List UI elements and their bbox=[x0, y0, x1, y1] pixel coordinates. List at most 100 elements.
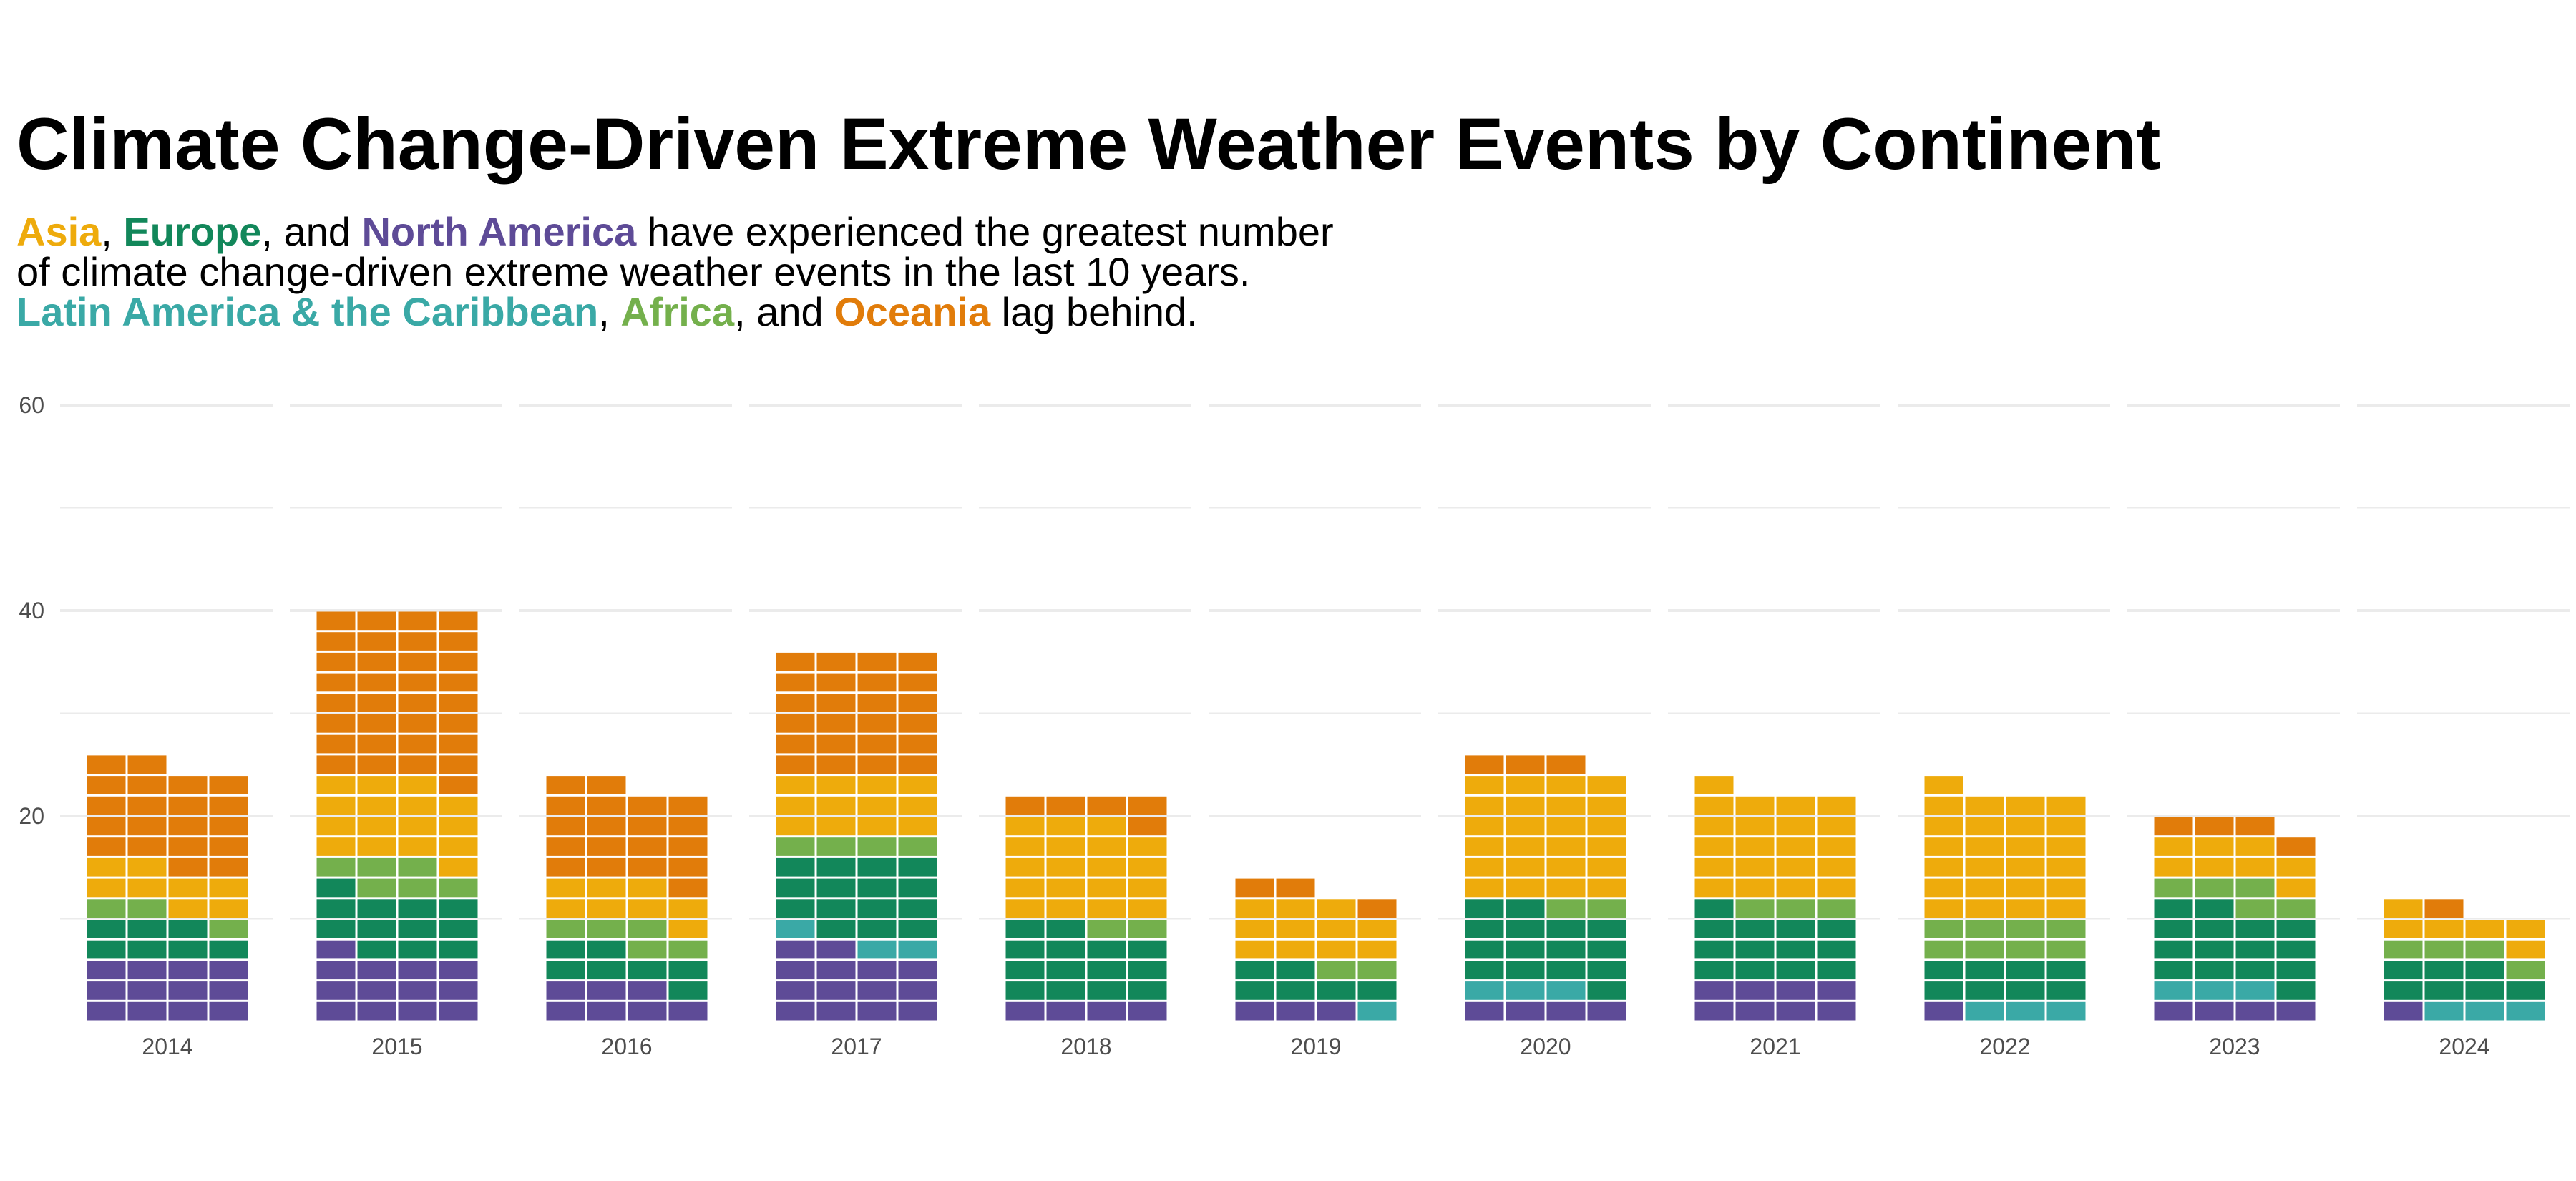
waffle-cell-asia bbox=[1694, 817, 1734, 836]
waffle-cell-north-america bbox=[628, 1001, 667, 1021]
waffle-cell-asia bbox=[357, 817, 396, 836]
waffle-cell-europe bbox=[1924, 981, 1963, 1000]
waffle-cell-north-america bbox=[357, 981, 396, 1000]
waffle-cell-oceania bbox=[439, 673, 478, 692]
waffle-cell-oceania bbox=[439, 632, 478, 651]
waffle-cell-africa bbox=[2154, 878, 2193, 898]
waffle-cell-oceania bbox=[168, 857, 208, 877]
waffle-cell-north-america bbox=[1924, 1001, 1963, 1021]
waffle-cell-asia bbox=[1235, 920, 1274, 938]
waffle-cell-latin-america-the-caribbean bbox=[898, 940, 937, 959]
waffle-cell-oceania bbox=[398, 694, 437, 712]
waffle-cell-asia bbox=[1546, 817, 1586, 836]
waffle-cell-asia bbox=[816, 796, 856, 815]
waffle-cell-north-america bbox=[87, 1001, 126, 1021]
waffle-cell-oceania bbox=[898, 734, 937, 754]
waffle-cell-north-america bbox=[316, 981, 356, 1000]
waffle-cell-asia bbox=[1128, 837, 1167, 856]
waffle-cell-asia bbox=[1735, 837, 1775, 856]
waffle-cell-asia bbox=[1924, 796, 1963, 815]
waffle-cell-europe bbox=[1046, 981, 1085, 1000]
waffle-cell-oceania bbox=[168, 796, 208, 815]
waffle-cell-oceania bbox=[439, 776, 478, 794]
waffle-cell-europe bbox=[2424, 981, 2464, 1000]
waffle-cell-asia bbox=[1005, 899, 1045, 918]
waffle-cell-europe bbox=[1506, 899, 1545, 918]
waffle-cell-asia bbox=[816, 817, 856, 836]
waffle-cell-asia bbox=[2006, 837, 2045, 856]
waffle-cell-europe bbox=[1005, 981, 1045, 1000]
waffle-cell-africa bbox=[1128, 920, 1167, 938]
waffle-cell-north-america bbox=[898, 981, 937, 1000]
waffle-cell-oceania bbox=[316, 611, 356, 631]
waffle-cell-asia bbox=[546, 878, 585, 898]
waffle-cell-asia bbox=[1005, 857, 1045, 877]
y-tick-label: 20 bbox=[19, 803, 44, 829]
waffle-cell-north-america bbox=[776, 961, 815, 980]
waffle-cell-north-america bbox=[1046, 1001, 1085, 1021]
waffle-cell-asia bbox=[1276, 920, 1315, 938]
waffle-cell-europe bbox=[2276, 940, 2316, 959]
waffle-cell-oceania bbox=[357, 632, 396, 651]
waffle-cell-europe bbox=[2424, 961, 2464, 980]
waffle-cell-europe bbox=[2465, 981, 2504, 1000]
waffle-cell-asia bbox=[546, 899, 585, 918]
waffle-cell-oceania bbox=[816, 734, 856, 754]
waffle-cell-asia bbox=[316, 796, 356, 815]
waffle-cell-europe bbox=[857, 899, 897, 918]
waffle-cell-oceania bbox=[316, 714, 356, 733]
waffle-cell-oceania bbox=[398, 755, 437, 774]
waffle-cell-asia bbox=[1087, 817, 1126, 836]
waffle-cell-europe bbox=[1735, 940, 1775, 959]
waffle-cell-oceania bbox=[398, 714, 437, 733]
waffle-cell-north-america bbox=[1735, 981, 1775, 1000]
waffle-cell-oceania bbox=[776, 734, 815, 754]
waffle-cell-north-america bbox=[87, 961, 126, 980]
waffle-cell-oceania bbox=[439, 714, 478, 733]
waffle-cell-asia bbox=[398, 776, 437, 794]
waffle-cell-africa bbox=[2046, 940, 2086, 959]
waffle-cell-north-america bbox=[87, 981, 126, 1000]
waffle-cell-oceania bbox=[439, 694, 478, 712]
waffle-cell-europe bbox=[857, 878, 897, 898]
waffle-cell-europe bbox=[1046, 961, 1085, 980]
waffle-cell-oceania bbox=[87, 817, 126, 836]
waffle-cell-north-america bbox=[439, 1001, 478, 1021]
waffle-cell-oceania bbox=[816, 714, 856, 733]
waffle-cell-africa bbox=[1817, 899, 1856, 918]
waffle-cell-asia bbox=[1817, 817, 1856, 836]
waffle-cell-asia bbox=[1735, 796, 1775, 815]
waffle-cell-oceania bbox=[898, 673, 937, 692]
gridlines bbox=[60, 404, 2570, 920]
waffle-cell-oceania bbox=[776, 694, 815, 712]
waffle-cell-north-america bbox=[357, 961, 396, 980]
waffle-cell-asia bbox=[1357, 920, 1397, 938]
waffle-cell-asia bbox=[1587, 817, 1626, 836]
waffle-cell-north-america bbox=[628, 981, 667, 1000]
waffle-cell-oceania bbox=[87, 776, 126, 794]
waffle-cell-europe bbox=[1005, 920, 1045, 938]
waffle-cell-europe bbox=[1587, 940, 1626, 959]
waffle-cell-africa bbox=[398, 878, 437, 898]
waffle-cell-asia bbox=[898, 796, 937, 815]
waffle-cell-asia bbox=[1046, 817, 1085, 836]
waffle-cell-north-america bbox=[398, 961, 437, 980]
waffle-cell-asia bbox=[2235, 837, 2275, 856]
waffle-cell-europe bbox=[1735, 920, 1775, 938]
waffle-cell-north-america bbox=[1776, 981, 1815, 1000]
waffle-cell-asia bbox=[898, 776, 937, 794]
waffle-cell-oceania bbox=[776, 673, 815, 692]
waffle-cell-europe bbox=[2154, 920, 2193, 938]
waffle-cell-europe bbox=[857, 920, 897, 938]
waffle-cell-oceania bbox=[2424, 899, 2464, 918]
waffle-cell-oceania bbox=[898, 652, 937, 671]
waffle-cell-europe bbox=[546, 961, 585, 980]
waffle-cell-europe bbox=[1276, 981, 1315, 1000]
waffle-cell-europe bbox=[1465, 920, 1504, 938]
waffle-cell-north-america bbox=[439, 981, 478, 1000]
x-tick-label: 2014 bbox=[142, 1034, 192, 1059]
waffle-cell-asia bbox=[2006, 857, 2045, 877]
waffle-cell-europe bbox=[1465, 940, 1504, 959]
waffle-cell-north-america bbox=[357, 1001, 396, 1021]
waffle-cell-asia bbox=[1235, 899, 1274, 918]
